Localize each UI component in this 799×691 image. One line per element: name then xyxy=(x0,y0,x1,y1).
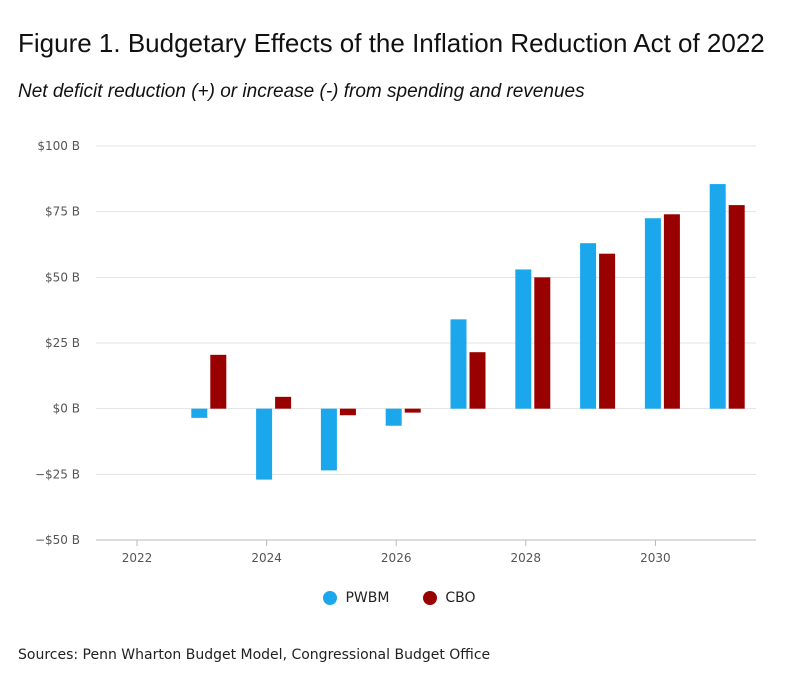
legend: PWBM CBO xyxy=(0,590,799,606)
legend-swatch-pwbm xyxy=(323,591,338,605)
bar-cbo-2025 xyxy=(339,408,356,416)
legend-item-pwbm[interactable]: PWBM xyxy=(323,590,389,606)
x-tick-label: 2022 xyxy=(122,551,153,565)
source-note: Sources: Penn Wharton Budget Model, Cong… xyxy=(18,647,491,663)
x-tick-label: 2028 xyxy=(511,551,542,565)
bar-pwbm-2025 xyxy=(320,408,337,471)
bar-pwbm-2023 xyxy=(191,408,208,418)
y-tick-label: $100 B xyxy=(37,139,80,153)
bar-pwbm-2027 xyxy=(450,319,467,409)
bar-cbo-2028 xyxy=(534,277,551,409)
x-tick-label: 2030 xyxy=(640,551,671,565)
bar-pwbm-2026 xyxy=(385,408,402,426)
legend-swatch-cbo xyxy=(423,591,438,605)
bar-cbo-2030 xyxy=(663,214,680,409)
bar-pwbm-2031 xyxy=(709,184,726,409)
x-tick-label: 2026 xyxy=(381,551,412,565)
bar-cbo-2027 xyxy=(469,352,486,409)
bar-pwbm-2030 xyxy=(644,218,661,409)
chart-title: Figure 1. Budgetary Effects of the Infla… xyxy=(18,28,765,58)
legend-label-pwbm: PWBM xyxy=(345,590,390,606)
bar-chart: $100 B $75 B $50 B $25 B $0 B −$25 B −$50 B 202… xyxy=(35,139,756,565)
bar-pwbm-2024 xyxy=(256,408,273,480)
y-tick-label: $50 B xyxy=(45,270,80,284)
legend-label-cbo: CBO xyxy=(445,590,476,606)
x-tick-label: 2024 xyxy=(251,551,282,565)
bar-cbo-2029 xyxy=(599,253,616,409)
y-tick-label: $0 B xyxy=(53,402,80,416)
bar-cbo-2031 xyxy=(728,205,745,409)
y-tick-label: −$50 B xyxy=(35,533,80,547)
bar-cbo-2024 xyxy=(275,396,292,409)
y-tick-label: $75 B xyxy=(45,205,80,219)
bar-cbo-2023 xyxy=(210,354,227,409)
chart-subtitle: Net deficit reduction (+) or increase (-… xyxy=(18,81,585,102)
bar-pwbm-2029 xyxy=(580,243,597,409)
y-tick-label: $25 B xyxy=(45,336,80,350)
bar-pwbm-2028 xyxy=(515,269,532,409)
bar-cbo-2026 xyxy=(404,408,421,413)
y-tick-label: −$25 B xyxy=(35,467,80,481)
legend-item-cbo[interactable]: CBO xyxy=(423,590,476,606)
